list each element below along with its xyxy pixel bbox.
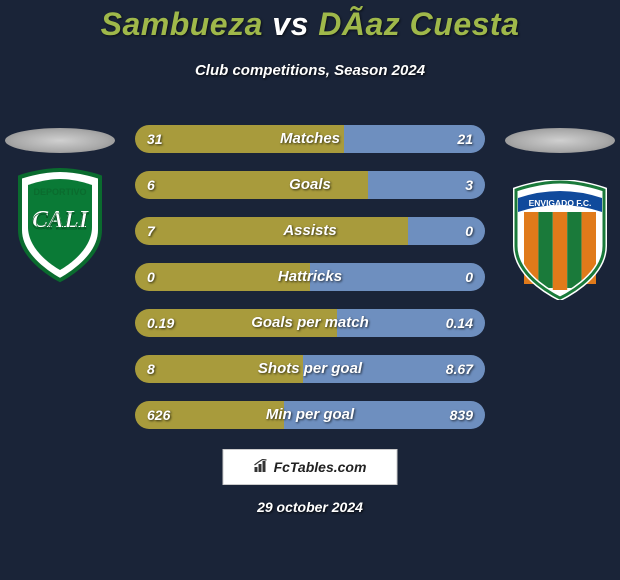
svg-text:DEPORTIVO: DEPORTIVO [33, 187, 86, 197]
bar-chart-icon [254, 459, 270, 476]
svg-text:ENVIGADO F.C.: ENVIGADO F.C. [529, 198, 592, 208]
stat-label: Hattricks [135, 263, 485, 291]
stat-value-left: 0 [147, 263, 155, 291]
player1-photo [5, 128, 115, 153]
stat-value-right: 839 [450, 401, 473, 429]
stat-row: Assists7 0 [135, 217, 485, 245]
watermark-text: FcTables.com [274, 459, 367, 475]
date-text: 29 october 2024 [0, 499, 620, 515]
stat-bars: Matches3121Goals63Assists70Hattricks00Go… [135, 125, 485, 447]
club-logo-left: DEPORTIVO CALI CALI [10, 165, 110, 285]
comparison-card: Sambueza vs DÃ­az Cuesta Club competitio… [0, 0, 620, 580]
stat-label: Shots per goal [135, 355, 485, 383]
watermark: FcTables.com [223, 449, 398, 485]
stat-row: Shots per goal8 8.67 [135, 355, 485, 383]
stat-row: Goals per match0.19 0.14 [135, 309, 485, 337]
stat-value-right: 0 [465, 217, 473, 245]
stat-label: Min per goal [135, 401, 485, 429]
stat-row: Matches31 21 [135, 125, 485, 153]
club-logo-right: ENVIGADO F.C. [510, 180, 610, 300]
title: Sambueza vs DÃ­az Cuesta [0, 6, 620, 43]
stat-value-left: 0.19 [147, 309, 174, 337]
stat-label: Goals [135, 171, 485, 199]
subtitle: Club competitions, Season 2024 [0, 62, 620, 79]
stat-value-left: 8 [147, 355, 155, 383]
stat-label: Goals per match [135, 309, 485, 337]
stat-row: Min per goal626 839 [135, 401, 485, 429]
stat-value-left: 7 [147, 217, 155, 245]
stat-value-right: 3 [465, 171, 473, 199]
stat-row: Hattricks0 0 [135, 263, 485, 291]
player2-photo [505, 128, 615, 153]
envigado-shield-icon: ENVIGADO F.C. [510, 180, 610, 300]
stat-label: Assists [135, 217, 485, 245]
stat-row: Goals6 3 [135, 171, 485, 199]
stat-value-right: 21 [457, 125, 473, 153]
svg-text:CALI: CALI [32, 209, 90, 235]
player1-name: Sambueza [101, 6, 263, 42]
stat-value-left: 626 [147, 401, 170, 429]
stat-value-left: 31 [147, 125, 163, 153]
stat-value-right: 0 [465, 263, 473, 291]
deportivo-cali-shield-icon: DEPORTIVO CALI CALI [10, 165, 110, 285]
stat-value-right: 0.14 [446, 309, 473, 337]
stat-value-left: 6 [147, 171, 155, 199]
stat-label: Matches [135, 125, 485, 153]
stat-value-right: 8.67 [446, 355, 473, 383]
player2-name: DÃ­az Cuesta [318, 6, 519, 42]
vs-text: vs [272, 6, 309, 42]
